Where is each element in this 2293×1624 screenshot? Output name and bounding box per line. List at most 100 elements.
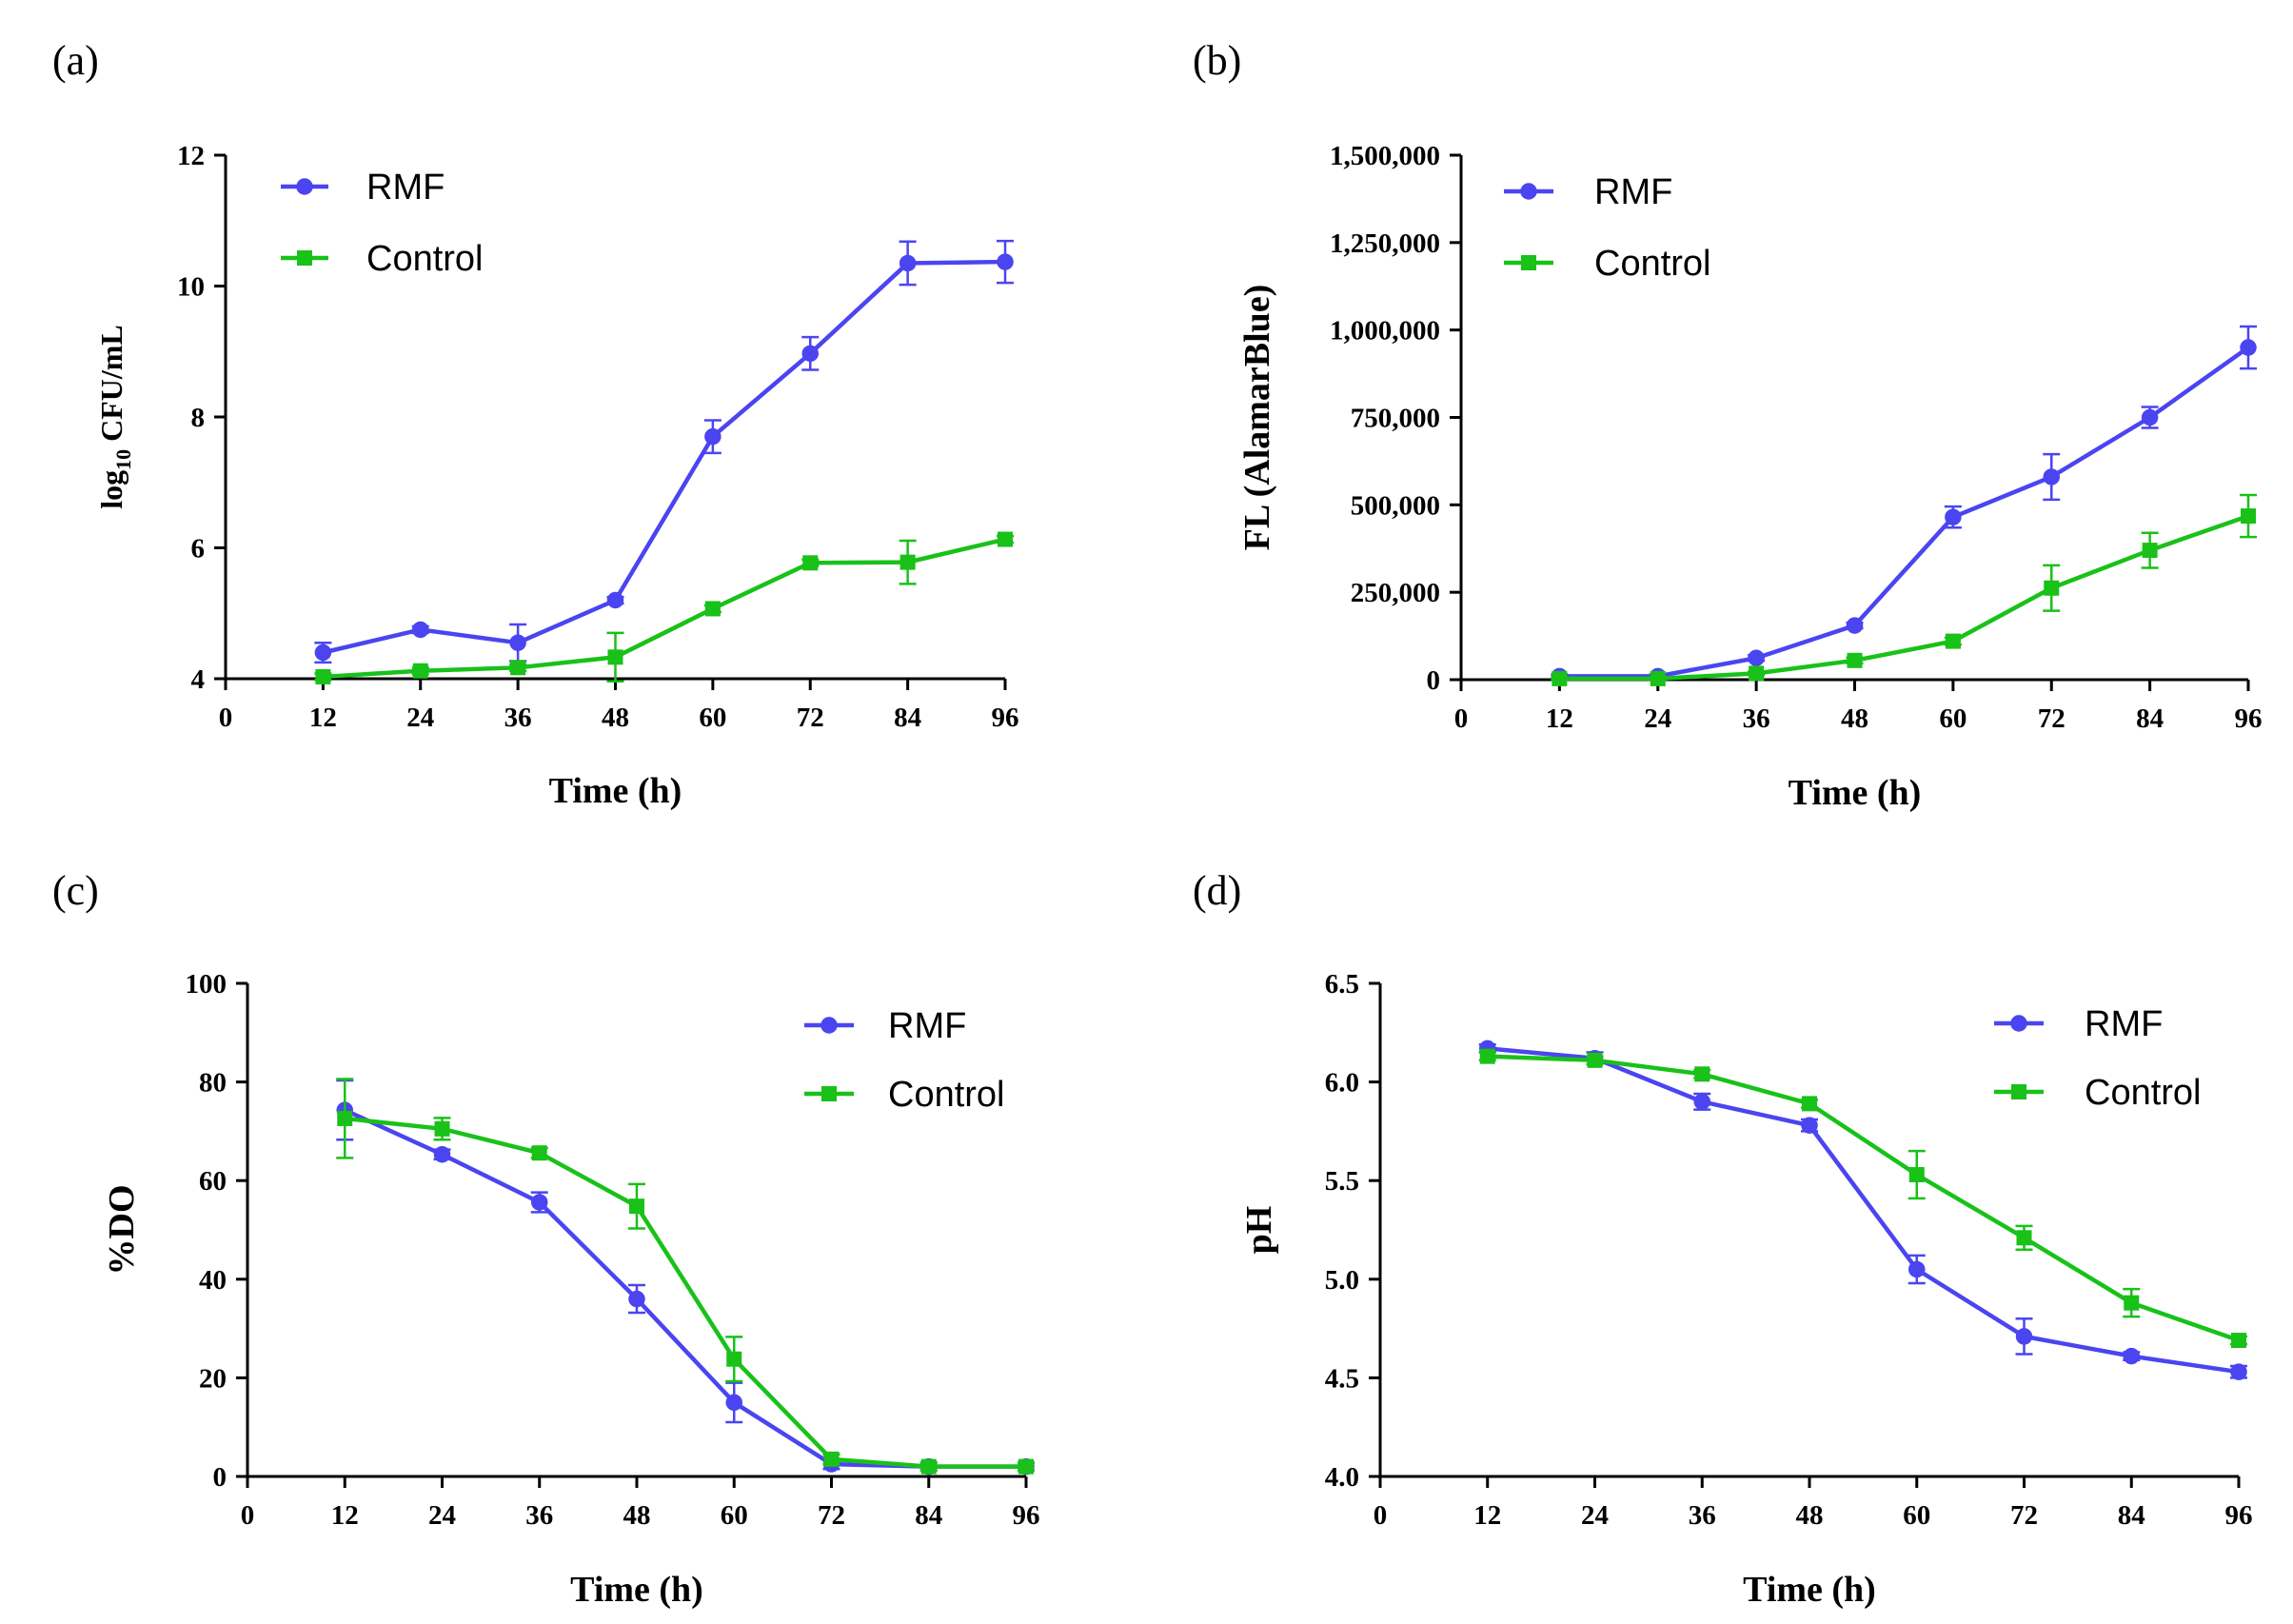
y-axis-title-base: log: [94, 470, 128, 509]
y-tick-label: 60: [199, 1166, 227, 1197]
chart-panel-3: (c) 0 12 24 36 48 60 72 84 96 0 20 40 60 80 100 Time (h)…: [52, 867, 1040, 1610]
data-point-control: [1479, 1048, 1495, 1064]
panel-label: (b): [1193, 37, 1241, 84]
data-point-control: [337, 1110, 353, 1126]
y-tick-label: 0: [1427, 665, 1441, 696]
y-tick-label: 80: [199, 1068, 227, 1099]
x-tick-label: 12: [1473, 1500, 1501, 1531]
x-tick-label: 96: [2225, 1500, 2253, 1531]
legend-label-control: Control: [1594, 244, 1711, 284]
data-point-control: [1552, 670, 1568, 686]
x-tick-label: 0: [241, 1500, 255, 1531]
chart-panel-2: (b) 0 12 24 36 48 60 72 84 96 0 250,000 500,000 750,0…: [1193, 37, 2263, 813]
y-axis-title-subscript: 10: [111, 449, 135, 470]
series-line-control: [345, 1116, 1026, 1469]
data-point-rmf: [433, 1145, 451, 1163]
panel-label: (d): [1193, 867, 1241, 914]
x-tick-label: 12: [331, 1500, 359, 1531]
y-tick-label: 8: [191, 403, 206, 433]
data-point-rmf: [1693, 1093, 1710, 1111]
y-axis-title: FL (AlamarBlue): [1237, 285, 1277, 551]
x-tick-label: 36: [1689, 1500, 1716, 1531]
legend: RMF Control: [804, 1006, 1005, 1115]
y-tick-label: 4.5: [1325, 1363, 1359, 1394]
series-line-control: [1559, 513, 2249, 682]
x-axis-title: Time (h): [1789, 773, 1922, 813]
legend-marker-rmf: [1520, 183, 1537, 200]
data-point-rmf: [1801, 1117, 1818, 1134]
data-point-control: [2231, 1333, 2246, 1349]
y-tick-label: 1,250,000: [1330, 228, 1440, 259]
data-point-control: [998, 531, 1013, 547]
x-axis-title: Time (h): [1743, 1570, 1876, 1610]
y-tick-label: 100: [186, 969, 227, 1000]
y-tick-label: 40: [199, 1265, 227, 1296]
data-point-control: [412, 663, 428, 679]
data-point-control: [823, 1451, 840, 1467]
legend-label-rmf: RMF: [366, 168, 445, 208]
data-point-rmf: [531, 1194, 548, 1211]
data-point-rmf: [1945, 508, 1962, 525]
data-point-rmf: [2230, 1363, 2247, 1380]
x-tick-label: 24: [406, 703, 434, 733]
data-point-rmf: [2123, 1347, 2140, 1365]
y-axis-title: log10 CFU/mL: [94, 325, 135, 509]
data-point-rmf: [628, 1290, 645, 1308]
x-tick-label: 12: [309, 703, 337, 733]
x-tick-label: 60: [1939, 703, 1967, 734]
y-tick-label: 0: [213, 1462, 227, 1493]
data-point-control: [434, 1120, 450, 1137]
data-point-control: [704, 601, 721, 617]
y-tick-label: 10: [177, 272, 205, 303]
data-point-rmf: [2141, 408, 2159, 426]
data-point-control: [2241, 508, 2256, 525]
series-control: [1478, 1048, 2247, 1349]
x-tick-label: 96: [992, 703, 1019, 733]
data-point-control: [510, 660, 526, 676]
data-point-control: [802, 555, 819, 571]
legend-marker-control: [297, 250, 312, 266]
data-point-rmf: [412, 621, 429, 639]
y-tick-label: 12: [177, 141, 205, 171]
x-tick-label: 12: [1546, 703, 1573, 734]
series-rmf: [314, 239, 1014, 664]
legend-label-rmf: RMF: [2085, 1004, 2163, 1044]
data-point-control: [1587, 1052, 1603, 1068]
x-tick-label: 84: [915, 1500, 942, 1531]
legend: RMF Control: [281, 168, 484, 279]
y-tick-label: 1,000,000: [1330, 316, 1440, 347]
legend: RMF Control: [1994, 1004, 2202, 1113]
y-tick-label: 20: [199, 1363, 227, 1394]
y-tick-label: 6: [191, 534, 206, 564]
y-axis-title: pH: [1239, 1206, 1279, 1255]
x-tick-label: 72: [2038, 703, 2066, 734]
series-line-rmf: [1559, 346, 2250, 679]
x-tick-label: 96: [1013, 1500, 1040, 1531]
chart-panel-4: (d) 0 12 24 36 48 60 72 84 96 4.0 4.5 5.0 5.5 6.0 6.5 Ti…: [1193, 867, 2253, 1610]
x-tick-label: 48: [1796, 1500, 1824, 1531]
y-tick-label: 500,000: [1351, 490, 1440, 521]
x-tick-label: 60: [721, 1500, 748, 1531]
legend-marker-rmf: [296, 178, 313, 195]
data-point-rmf: [509, 634, 526, 651]
series-control: [336, 1078, 1035, 1475]
data-point-control: [1650, 670, 1666, 686]
data-point-rmf: [801, 345, 819, 363]
x-tick-label: 72: [797, 703, 824, 733]
data-point-control: [1694, 1066, 1710, 1082]
y-tick-label: 6.0: [1325, 1068, 1359, 1099]
y-axis-title: %DO: [102, 1185, 142, 1276]
y-tick-label: 6.5: [1325, 969, 1359, 1000]
data-point-control: [2016, 1230, 2032, 1246]
data-point-control: [1018, 1458, 1034, 1475]
data-point-rmf: [704, 427, 722, 446]
x-tick-label: 60: [1903, 1500, 1930, 1531]
data-point-control: [1749, 665, 1765, 682]
data-point-rmf: [725, 1394, 742, 1412]
series-line-control: [1487, 1054, 2240, 1343]
data-point-control: [899, 554, 916, 570]
legend-marker-control: [1521, 255, 1536, 270]
x-tick-label: 36: [525, 1500, 553, 1531]
